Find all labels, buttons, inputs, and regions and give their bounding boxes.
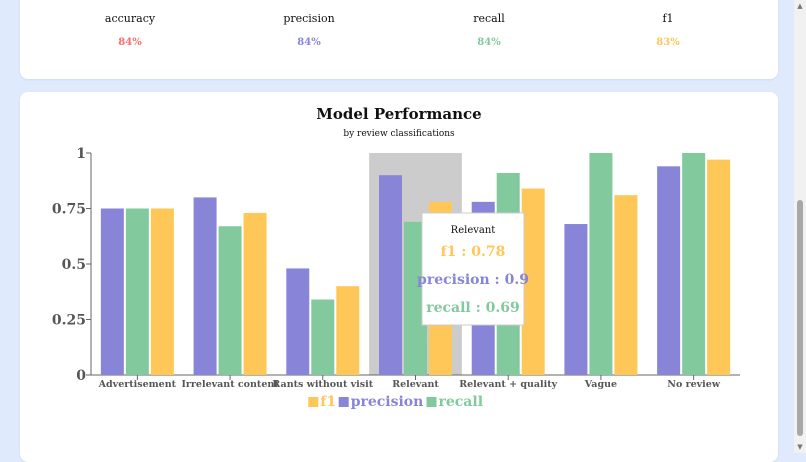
x-tick-label: Irrelevant content xyxy=(181,379,279,390)
bar-f1 xyxy=(336,286,360,375)
metric-value: 84% xyxy=(477,37,501,48)
performance-chart[interactable]: Model Performance by review classificatio… xyxy=(20,92,778,453)
x-tick-label: Advertisement xyxy=(98,379,177,390)
tooltip-title: Relevant xyxy=(451,225,496,236)
tooltip-box xyxy=(421,212,525,326)
legend-swatch-precision xyxy=(338,397,349,407)
bar-f1 xyxy=(521,188,545,375)
bar-f1 xyxy=(707,159,731,375)
tooltip-line: f1 : 0.78 xyxy=(441,244,506,260)
scroll-down-icon[interactable]: ▼ xyxy=(797,443,803,451)
x-tick-label: Relevant xyxy=(392,379,439,390)
bar-precision xyxy=(286,268,310,375)
metric-label: precision xyxy=(283,12,335,25)
bar-precision xyxy=(564,224,588,375)
bar-precision xyxy=(100,208,124,375)
scrollbar-thumb[interactable] xyxy=(797,200,803,436)
metric-value: 84% xyxy=(118,37,142,48)
tooltip-line: precision : 0.9 xyxy=(417,272,529,288)
metric-label: recall xyxy=(473,12,505,25)
x-tick-label: Relevant + quality xyxy=(459,379,557,390)
tooltip-line: recall : 0.69 xyxy=(426,300,520,316)
legend-swatch-recall xyxy=(426,397,437,407)
metric-label: f1 xyxy=(662,12,674,25)
bar-f1 xyxy=(150,208,174,375)
chart-card: Model Performance by review classificatio… xyxy=(20,92,778,462)
x-tick-label: Vague xyxy=(584,379,617,390)
scroll-up-icon[interactable]: ▲ xyxy=(797,2,803,10)
bar-f1 xyxy=(243,212,267,375)
chart-title: Model Performance xyxy=(316,105,481,123)
legend-swatch-f1 xyxy=(308,397,319,407)
bar-precision xyxy=(193,197,217,375)
legend-label-f1: f1 xyxy=(320,394,336,410)
x-tick-label: No review xyxy=(667,379,721,390)
legend-label-recall: recall xyxy=(439,394,484,410)
bar-recall xyxy=(682,153,706,375)
metric-value: 83% xyxy=(656,37,680,48)
bar-recall xyxy=(125,208,149,375)
y-tick-label: 0 xyxy=(76,368,86,384)
y-tick-label: 0.75 xyxy=(52,202,86,218)
bar-recall xyxy=(311,299,335,375)
chart-subtitle: by review classifications xyxy=(343,129,455,139)
bar-f1 xyxy=(614,195,638,375)
bar-recall xyxy=(218,226,242,375)
y-tick-label: 0.5 xyxy=(62,257,86,273)
x-tick-label: Rants without visit xyxy=(272,379,373,390)
metrics-card: accuracy 84% precision 84% recall 84% f1… xyxy=(20,0,778,79)
legend-label-precision: precision xyxy=(351,394,424,410)
metric-label: accuracy xyxy=(104,12,156,25)
scrollbar[interactable]: ▲ ▼ xyxy=(794,0,806,453)
bar-precision xyxy=(379,175,402,375)
y-tick-label: 0.25 xyxy=(52,313,86,329)
y-tick-label: 1 xyxy=(76,146,86,162)
bar-precision xyxy=(657,166,681,375)
bar-recall xyxy=(589,153,613,375)
bar-recall xyxy=(404,221,427,375)
metric-value: 84% xyxy=(297,37,321,48)
